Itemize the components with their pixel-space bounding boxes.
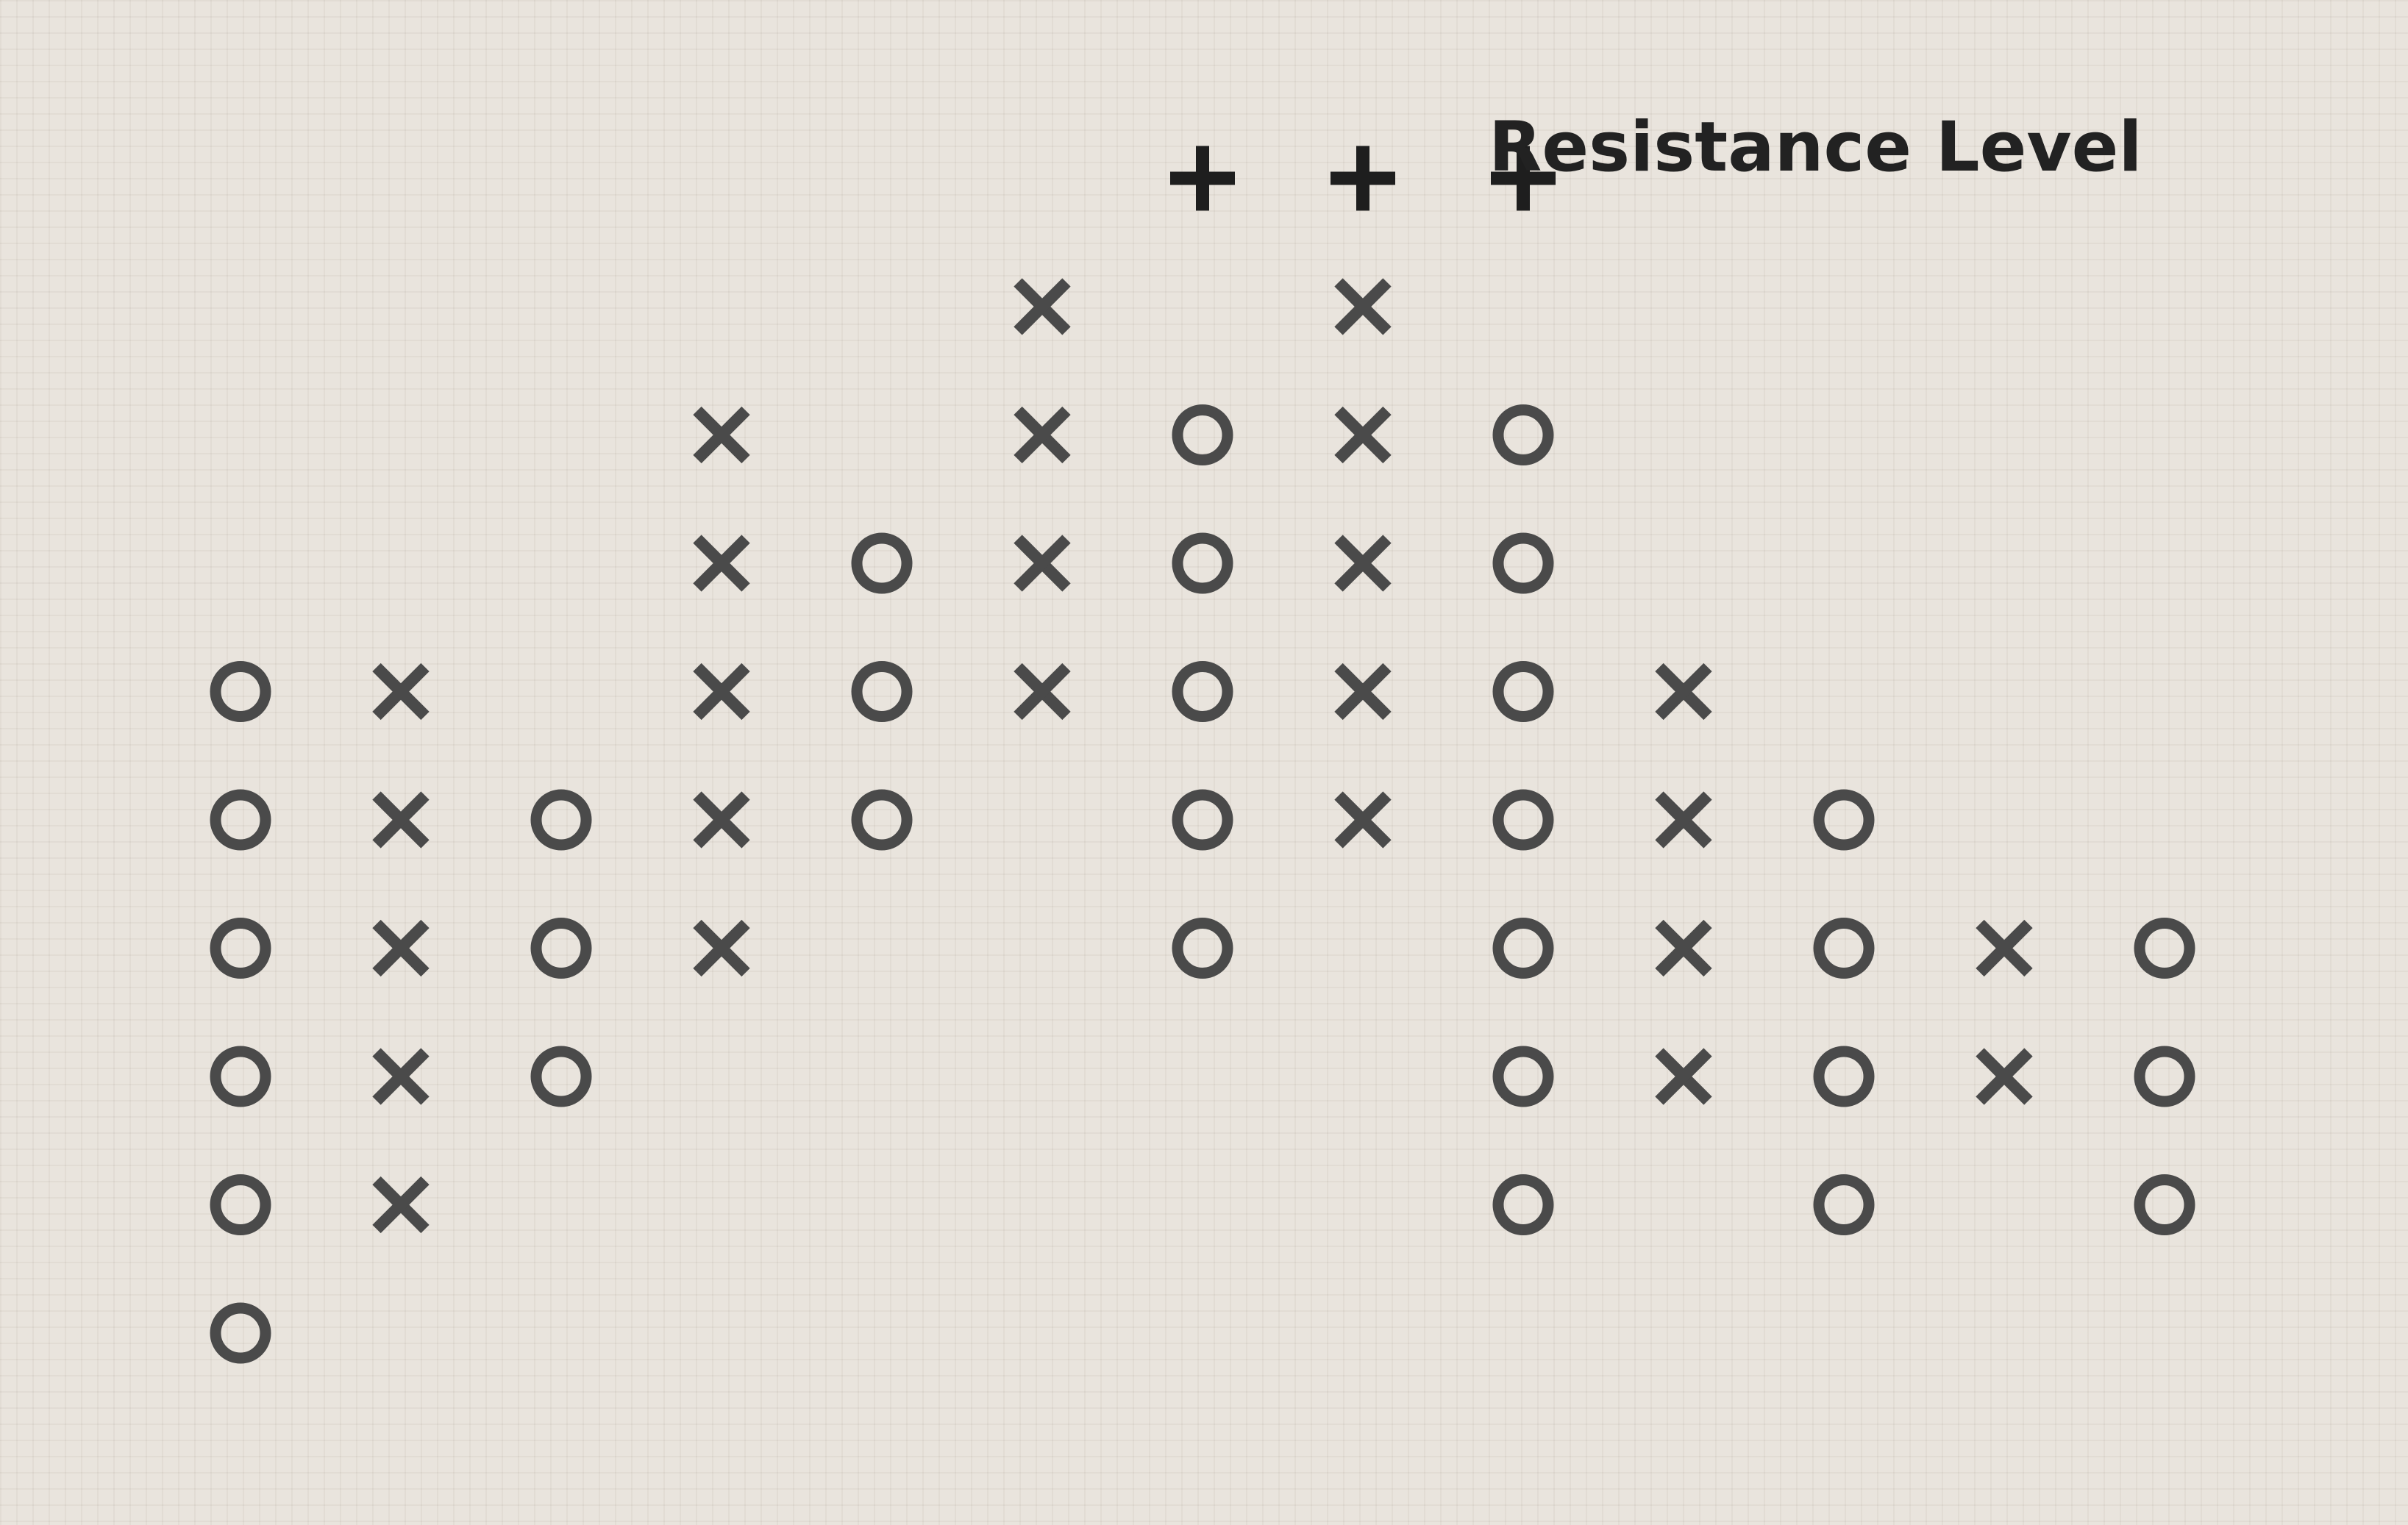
o-mark-col13-row4 (2134, 918, 2195, 979)
o-mark-col7-row5 (1172, 789, 1233, 851)
o-mark-col3-row5 (530, 789, 592, 851)
o-mark-col1-row1 (210, 1302, 271, 1364)
x-mark-col4-row8 (693, 406, 750, 464)
o-mark-col9-row5 (1492, 789, 1554, 851)
x-mark-col4-row5 (693, 791, 750, 849)
o-mark-col11-row3 (1813, 1046, 1875, 1107)
o-mark-col5-row5 (851, 789, 913, 851)
o-mark-col7-row6 (1172, 661, 1233, 722)
x-mark-col10-row5 (1655, 791, 1712, 849)
x-mark-col8-row5 (1334, 791, 1392, 849)
o-mark-col9-row4 (1492, 918, 1554, 979)
x-mark-col8-row7 (1334, 535, 1392, 592)
x-mark-col6-row9 (1014, 278, 1071, 335)
x-mark-col6-row8 (1014, 406, 1071, 464)
resistance-level-label: Resistance Level (1489, 107, 2142, 188)
o-mark-col1-row6 (210, 661, 271, 722)
o-mark-col1-row4 (210, 918, 271, 979)
x-mark-col6-row6 (1014, 662, 1071, 721)
x-mark-col8-row8 (1334, 406, 1392, 464)
x-mark-col2-row3 (372, 1048, 430, 1105)
resistance-level (1170, 146, 1556, 211)
resistance-plus-marker-col7 (1170, 146, 1235, 211)
o-mark-col11-row4 (1813, 918, 1875, 979)
x-mark-col2-row2 (372, 1176, 430, 1234)
x-mark-col12-row3 (1976, 1048, 2033, 1105)
x-mark-col2-row6 (372, 662, 430, 721)
x-mark-col6-row7 (1014, 535, 1071, 592)
resistance-plus-marker-col8 (1331, 146, 1395, 211)
o-mark-col13-row3 (2134, 1046, 2195, 1107)
x-mark-col4-row7 (693, 535, 750, 592)
chart-marks (210, 278, 2195, 1364)
o-mark-col3-row4 (530, 918, 592, 979)
o-mark-col13-row2 (2134, 1174, 2195, 1235)
o-mark-col1-row2 (210, 1174, 271, 1235)
x-mark-col4-row4 (693, 919, 750, 977)
o-mark-col9-row7 (1492, 532, 1554, 594)
x-mark-col8-row6 (1334, 662, 1392, 721)
o-mark-col9-row3 (1492, 1046, 1554, 1107)
o-mark-col7-row7 (1172, 532, 1233, 594)
x-mark-col10-row6 (1655, 662, 1712, 721)
o-mark-col11-row2 (1813, 1174, 1875, 1235)
o-mark-col1-row3 (210, 1046, 271, 1107)
x-mark-col2-row5 (372, 791, 430, 849)
x-mark-col4-row6 (693, 662, 750, 721)
o-mark-col9-row8 (1492, 404, 1554, 465)
o-mark-col7-row4 (1172, 918, 1233, 979)
o-mark-col7-row8 (1172, 404, 1233, 465)
o-mark-col11-row5 (1813, 789, 1875, 851)
o-mark-col9-row6 (1492, 661, 1554, 722)
x-mark-col10-row3 (1655, 1048, 1712, 1105)
o-mark-col1-row5 (210, 789, 271, 851)
o-mark-col5-row7 (851, 532, 913, 594)
x-mark-col2-row4 (372, 919, 430, 977)
o-mark-col5-row6 (851, 661, 913, 722)
resistance-plus-marker-col9 (1491, 146, 1556, 211)
x-mark-col12-row4 (1976, 919, 2033, 977)
x-mark-col10-row4 (1655, 919, 1712, 977)
o-mark-col3-row3 (530, 1046, 592, 1107)
o-mark-col9-row2 (1492, 1174, 1554, 1235)
x-mark-col8-row9 (1334, 278, 1392, 335)
